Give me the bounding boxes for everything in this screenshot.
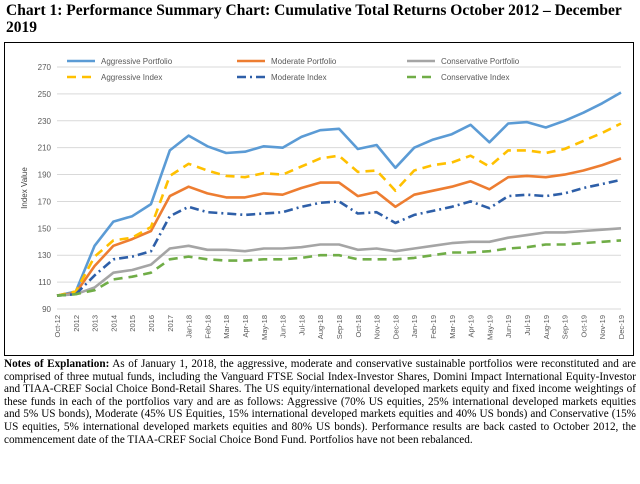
x-tick-label: Jun-18 — [279, 315, 288, 338]
x-tick-label: Apr-19 — [467, 315, 476, 338]
x-tick-label: May-18 — [260, 315, 269, 340]
notes-label: Notes of Explanation: — [4, 358, 110, 370]
x-tick-label: Feb-18 — [203, 315, 212, 339]
y-axis-label: Index Value — [20, 167, 29, 209]
x-tick-label: Jun-19 — [504, 315, 513, 338]
x-tick-label: Jul-18 — [297, 315, 306, 335]
x-tick-label: 2013 — [91, 315, 100, 332]
series-line-moderate-index — [56, 178, 622, 297]
x-tick-label: Aug-18 — [316, 315, 325, 339]
x-tick-label: Oct-18 — [354, 315, 363, 338]
x-tick-label: Feb-19 — [429, 315, 438, 339]
x-tick-label: Dec-19 — [617, 315, 626, 339]
x-tick-label: Apr-18 — [241, 315, 250, 338]
x-tick-label: Mar-18 — [222, 315, 231, 339]
legend-label: Moderate Portfolio — [271, 57, 337, 66]
x-tick-label: 2017 — [166, 315, 175, 332]
legend-label: Aggressive Index — [101, 73, 162, 82]
x-tick-label: Sep-18 — [335, 315, 344, 339]
chart-title: Chart 1: Performance Summary Chart: Cumu… — [6, 2, 622, 36]
x-tick-label: Oct-12 — [53, 315, 62, 338]
y-tick-label: 250 — [38, 90, 52, 99]
x-tick-label: Jan-19 — [410, 315, 419, 338]
series-line-aggressive-index — [56, 122, 622, 297]
y-tick-label: 230 — [38, 117, 52, 126]
x-tick-label: Oct-19 — [579, 315, 588, 338]
x-tick-label: Nov-18 — [373, 315, 382, 339]
x-tick-label: May-19 — [485, 315, 494, 340]
series-line-moderate-portfolio — [56, 157, 622, 297]
x-tick-label: Nov-19 — [598, 315, 607, 339]
x-tick-label: Dec-18 — [391, 315, 400, 339]
x-tick-label: Sep-19 — [561, 315, 570, 339]
x-tick-label: Jan-18 — [185, 315, 194, 338]
y-tick-label: 210 — [38, 144, 52, 153]
x-tick-label: 2012 — [72, 315, 81, 332]
x-tick-label: 2015 — [128, 315, 137, 332]
x-tick-label: Mar-19 — [448, 315, 457, 339]
y-tick-label: 90 — [42, 305, 51, 314]
legend-label: Aggressive Portfolio — [101, 57, 173, 66]
legend-label: Conservative Portfolio — [441, 57, 520, 66]
x-tick-label: 2016 — [147, 315, 156, 332]
y-tick-label: 170 — [38, 197, 52, 206]
legend-label: Conservative Index — [441, 73, 509, 82]
x-tick-label: Jul-19 — [523, 315, 532, 335]
y-tick-label: 150 — [38, 224, 52, 233]
series-line-conservative-portfolio — [56, 227, 622, 297]
x-tick-label: 2014 — [109, 315, 118, 332]
series-line-aggressive-portfolio — [56, 91, 622, 297]
series-line-conservative-index — [56, 239, 622, 297]
legend-label: Moderate Index — [271, 73, 327, 82]
y-tick-label: 270 — [38, 63, 52, 72]
x-tick-label: Aug-19 — [542, 315, 551, 339]
notes-text: As of January 1, 2018, the aggressive, m… — [4, 358, 636, 446]
y-tick-label: 110 — [38, 278, 51, 287]
notes-of-explanation: Notes of Explanation: As of January 1, 2… — [4, 358, 636, 446]
chart-frame: 90 110 130 150 170 190 210 230 250 270 Index Value… — [4, 42, 634, 356]
y-tick-label: 130 — [38, 251, 52, 260]
performance-line-chart: 90 110 130 150 170 190 210 230 250 270 Index Value… — [20, 57, 626, 340]
y-tick-label: 190 — [38, 171, 52, 180]
